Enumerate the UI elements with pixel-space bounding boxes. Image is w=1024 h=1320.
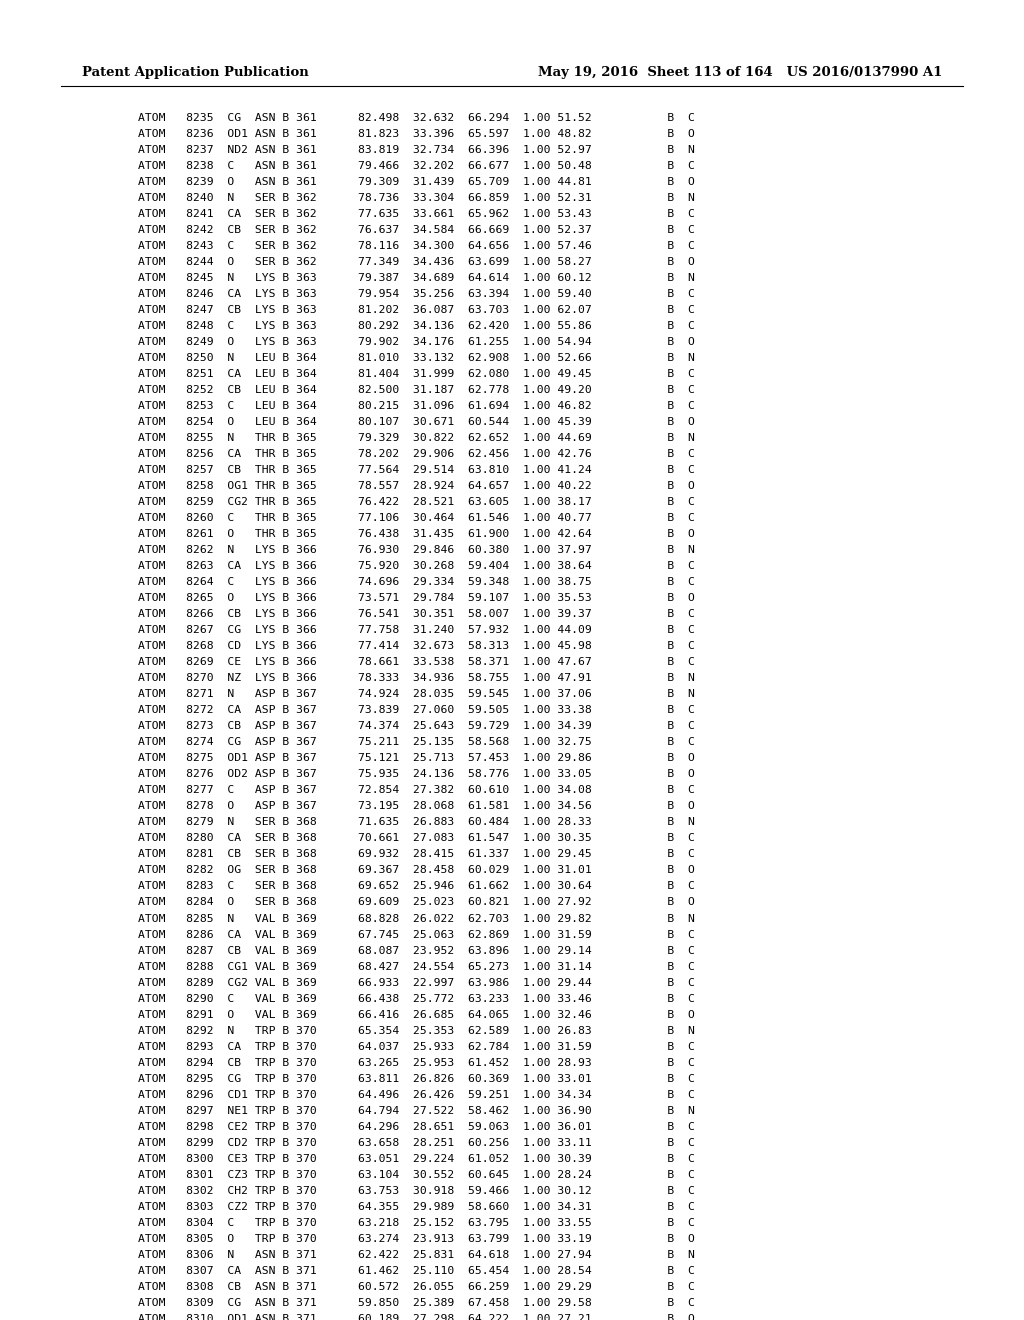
- Text: ATOM   8261  O   THR B 365      76.438  31.435  61.900  1.00 42.64           B  : ATOM 8261 O THR B 365 76.438 31.435 61.9…: [138, 529, 695, 539]
- Text: ATOM   8240  N   SER B 362      78.736  33.304  66.859  1.00 52.31           B  : ATOM 8240 N SER B 362 78.736 33.304 66.8…: [138, 193, 695, 203]
- Text: ATOM   8273  CB  ASP B 367      74.374  25.643  59.729  1.00 34.39           B  : ATOM 8273 CB ASP B 367 74.374 25.643 59.…: [138, 721, 695, 731]
- Text: ATOM   8303  CZ2 TRP B 370      64.355  29.989  58.660  1.00 34.31           B  : ATOM 8303 CZ2 TRP B 370 64.355 29.989 58…: [138, 1201, 695, 1212]
- Text: ATOM   8252  CB  LEU B 364      82.500  31.187  62.778  1.00 49.20           B  : ATOM 8252 CB LEU B 364 82.500 31.187 62.…: [138, 385, 695, 395]
- Text: ATOM   8269  CE  LYS B 366      78.661  33.538  58.371  1.00 47.67           B  : ATOM 8269 CE LYS B 366 78.661 33.538 58.…: [138, 657, 695, 668]
- Text: ATOM   8272  CA  ASP B 367      73.839  27.060  59.505  1.00 33.38           B  : ATOM 8272 CA ASP B 367 73.839 27.060 59.…: [138, 705, 695, 715]
- Text: ATOM   8280  CA  SER B 368      70.661  27.083  61.547  1.00 30.35           B  : ATOM 8280 CA SER B 368 70.661 27.083 61.…: [138, 833, 695, 843]
- Text: ATOM   8271  N   ASP B 367      74.924  28.035  59.545  1.00 37.06           B  : ATOM 8271 N ASP B 367 74.924 28.035 59.5…: [138, 689, 695, 700]
- Text: ATOM   8241  CA  SER B 362      77.635  33.661  65.962  1.00 53.43           B  : ATOM 8241 CA SER B 362 77.635 33.661 65.…: [138, 209, 695, 219]
- Text: ATOM   8295  CG  TRP B 370      63.811  26.826  60.369  1.00 33.01           B  : ATOM 8295 CG TRP B 370 63.811 26.826 60.…: [138, 1073, 695, 1084]
- Text: ATOM   8287  CB  VAL B 369      68.087  23.952  63.896  1.00 29.14           B  : ATOM 8287 CB VAL B 369 68.087 23.952 63.…: [138, 945, 695, 956]
- Text: ATOM   8285  N   VAL B 369      68.828  26.022  62.703  1.00 29.82           B  : ATOM 8285 N VAL B 369 68.828 26.022 62.7…: [138, 913, 695, 924]
- Text: ATOM   8239  O   ASN B 361      79.309  31.439  65.709  1.00 44.81           B  : ATOM 8239 O ASN B 361 79.309 31.439 65.7…: [138, 177, 695, 187]
- Text: ATOM   8296  CD1 TRP B 370      64.496  26.426  59.251  1.00 34.34           B  : ATOM 8296 CD1 TRP B 370 64.496 26.426 59…: [138, 1090, 695, 1100]
- Text: ATOM   8290  C   VAL B 369      66.438  25.772  63.233  1.00 33.46           B  : ATOM 8290 C VAL B 369 66.438 25.772 63.2…: [138, 994, 695, 1003]
- Text: ATOM   8259  CG2 THR B 365      76.422  28.521  63.605  1.00 38.17           B  : ATOM 8259 CG2 THR B 365 76.422 28.521 63…: [138, 498, 695, 507]
- Text: ATOM   8250  N   LEU B 364      81.010  33.132  62.908  1.00 52.66           B  : ATOM 8250 N LEU B 364 81.010 33.132 62.9…: [138, 352, 695, 363]
- Text: ATOM   8277  C   ASP B 367      72.854  27.382  60.610  1.00 34.08           B  : ATOM 8277 C ASP B 367 72.854 27.382 60.6…: [138, 785, 695, 796]
- Text: ATOM   8288  CG1 VAL B 369      68.427  24.554  65.273  1.00 31.14           B  : ATOM 8288 CG1 VAL B 369 68.427 24.554 65…: [138, 961, 695, 972]
- Text: ATOM   8309  CG  ASN B 371      59.850  25.389  67.458  1.00 29.58           B  : ATOM 8309 CG ASN B 371 59.850 25.389 67.…: [138, 1298, 695, 1308]
- Text: ATOM   8292  N   TRP B 370      65.354  25.353  62.589  1.00 26.83           B  : ATOM 8292 N TRP B 370 65.354 25.353 62.5…: [138, 1026, 695, 1036]
- Text: ATOM   8291  O   VAL B 369      66.416  26.685  64.065  1.00 32.46           B  : ATOM 8291 O VAL B 369 66.416 26.685 64.0…: [138, 1010, 695, 1019]
- Text: ATOM   8294  CB  TRP B 370      63.265  25.953  61.452  1.00 28.93           B  : ATOM 8294 CB TRP B 370 63.265 25.953 61.…: [138, 1057, 695, 1068]
- Text: ATOM   8242  CB  SER B 362      76.637  34.584  66.669  1.00 52.37           B  : ATOM 8242 CB SER B 362 76.637 34.584 66.…: [138, 224, 695, 235]
- Text: ATOM   8267  CG  LYS B 366      77.758  31.240  57.932  1.00 44.09           B  : ATOM 8267 CG LYS B 366 77.758 31.240 57.…: [138, 626, 695, 635]
- Text: ATOM   8256  CA  THR B 365      78.202  29.906  62.456  1.00 42.76           B  : ATOM 8256 CA THR B 365 78.202 29.906 62.…: [138, 449, 695, 459]
- Text: ATOM   8304  C   TRP B 370      63.218  25.152  63.795  1.00 33.55           B  : ATOM 8304 C TRP B 370 63.218 25.152 63.7…: [138, 1218, 695, 1228]
- Text: ATOM   8293  CA  TRP B 370      64.037  25.933  62.784  1.00 31.59           B  : ATOM 8293 CA TRP B 370 64.037 25.933 62.…: [138, 1041, 695, 1052]
- Text: ATOM   8236  OD1 ASN B 361      81.823  33.396  65.597  1.00 48.82           B  : ATOM 8236 OD1 ASN B 361 81.823 33.396 65…: [138, 129, 695, 139]
- Text: ATOM   8278  O   ASP B 367      73.195  28.068  61.581  1.00 34.56           B  : ATOM 8278 O ASP B 367 73.195 28.068 61.5…: [138, 801, 695, 812]
- Text: ATOM   8249  O   LYS B 363      79.902  34.176  61.255  1.00 54.94           B  : ATOM 8249 O LYS B 363 79.902 34.176 61.2…: [138, 337, 695, 347]
- Text: ATOM   8254  O   LEU B 364      80.107  30.671  60.544  1.00 45.39           B  : ATOM 8254 O LEU B 364 80.107 30.671 60.5…: [138, 417, 695, 428]
- Text: ATOM   8264  C   LYS B 366      74.696  29.334  59.348  1.00 38.75           B  : ATOM 8264 C LYS B 366 74.696 29.334 59.3…: [138, 577, 695, 587]
- Text: ATOM   8265  O   LYS B 366      73.571  29.784  59.107  1.00 35.53           B  : ATOM 8265 O LYS B 366 73.571 29.784 59.1…: [138, 593, 695, 603]
- Text: ATOM   8238  C   ASN B 361      79.466  32.202  66.677  1.00 50.48           B  : ATOM 8238 C ASN B 361 79.466 32.202 66.6…: [138, 161, 695, 170]
- Text: ATOM   8274  CG  ASP B 367      75.211  25.135  58.568  1.00 32.75           B  : ATOM 8274 CG ASP B 367 75.211 25.135 58.…: [138, 738, 695, 747]
- Text: ATOM   8306  N   ASN B 371      62.422  25.831  64.618  1.00 27.94           B  : ATOM 8306 N ASN B 371 62.422 25.831 64.6…: [138, 1250, 695, 1259]
- Text: ATOM   8305  O   TRP B 370      63.274  23.913  63.799  1.00 33.19           B  : ATOM 8305 O TRP B 370 63.274 23.913 63.7…: [138, 1234, 695, 1243]
- Text: ATOM   8308  CB  ASN B 371      60.572  26.055  66.259  1.00 29.29           B  : ATOM 8308 CB ASN B 371 60.572 26.055 66.…: [138, 1282, 695, 1292]
- Text: ATOM   8276  OD2 ASP B 367      75.935  24.136  58.776  1.00 33.05           B  : ATOM 8276 OD2 ASP B 367 75.935 24.136 58…: [138, 770, 695, 779]
- Text: ATOM   8282  OG  SER B 368      69.367  28.458  60.029  1.00 31.01           B  : ATOM 8282 OG SER B 368 69.367 28.458 60.…: [138, 866, 695, 875]
- Text: ATOM   8279  N   SER B 368      71.635  26.883  60.484  1.00 28.33           B  : ATOM 8279 N SER B 368 71.635 26.883 60.4…: [138, 817, 695, 828]
- Text: ATOM   8235  CG  ASN B 361      82.498  32.632  66.294  1.00 51.52           B  : ATOM 8235 CG ASN B 361 82.498 32.632 66.…: [138, 112, 695, 123]
- Text: ATOM   8245  N   LYS B 363      79.387  34.689  64.614  1.00 60.12           B  : ATOM 8245 N LYS B 363 79.387 34.689 64.6…: [138, 273, 695, 282]
- Text: ATOM   8255  N   THR B 365      79.329  30.822  62.652  1.00 44.69           B  : ATOM 8255 N THR B 365 79.329 30.822 62.6…: [138, 433, 695, 444]
- Text: ATOM   8266  CB  LYS B 366      76.541  30.351  58.007  1.00 39.37           B  : ATOM 8266 CB LYS B 366 76.541 30.351 58.…: [138, 610, 695, 619]
- Text: ATOM   8297  NE1 TRP B 370      64.794  27.522  58.462  1.00 36.90           B  : ATOM 8297 NE1 TRP B 370 64.794 27.522 58…: [138, 1106, 695, 1115]
- Text: ATOM   8307  CA  ASN B 371      61.462  25.110  65.454  1.00 28.54           B  : ATOM 8307 CA ASN B 371 61.462 25.110 65.…: [138, 1266, 695, 1276]
- Text: ATOM   8260  C   THR B 365      77.106  30.464  61.546  1.00 40.77           B  : ATOM 8260 C THR B 365 77.106 30.464 61.5…: [138, 513, 695, 523]
- Text: ATOM   8300  CE3 TRP B 370      63.051  29.224  61.052  1.00 30.39           B  : ATOM 8300 CE3 TRP B 370 63.051 29.224 61…: [138, 1154, 695, 1164]
- Text: ATOM   8253  C   LEU B 364      80.215  31.096  61.694  1.00 46.82           B  : ATOM 8253 C LEU B 364 80.215 31.096 61.6…: [138, 401, 695, 411]
- Text: ATOM   8283  C   SER B 368      69.652  25.946  61.662  1.00 30.64           B  : ATOM 8283 C SER B 368 69.652 25.946 61.6…: [138, 882, 695, 891]
- Text: ATOM   8257  CB  THR B 365      77.564  29.514  63.810  1.00 41.24           B  : ATOM 8257 CB THR B 365 77.564 29.514 63.…: [138, 465, 695, 475]
- Text: Patent Application Publication: Patent Application Publication: [82, 66, 308, 79]
- Text: ATOM   8284  O   SER B 368      69.609  25.023  60.821  1.00 27.92           B  : ATOM 8284 O SER B 368 69.609 25.023 60.8…: [138, 898, 695, 907]
- Text: ATOM   8246  CA  LYS B 363      79.954  35.256  63.394  1.00 59.40           B  : ATOM 8246 CA LYS B 363 79.954 35.256 63.…: [138, 289, 695, 298]
- Text: ATOM   8244  O   SER B 362      77.349  34.436  63.699  1.00 58.27           B  : ATOM 8244 O SER B 362 77.349 34.436 63.6…: [138, 257, 695, 267]
- Text: ATOM   8270  NZ  LYS B 366      78.333  34.936  58.755  1.00 47.91           B  : ATOM 8270 NZ LYS B 366 78.333 34.936 58.…: [138, 673, 695, 684]
- Text: ATOM   8247  CB  LYS B 363      81.202  36.087  63.703  1.00 62.07           B  : ATOM 8247 CB LYS B 363 81.202 36.087 63.…: [138, 305, 695, 315]
- Text: ATOM   8243  C   SER B 362      78.116  34.300  64.656  1.00 57.46           B  : ATOM 8243 C SER B 362 78.116 34.300 64.6…: [138, 240, 695, 251]
- Text: ATOM   8263  CA  LYS B 366      75.920  30.268  59.404  1.00 38.64           B  : ATOM 8263 CA LYS B 366 75.920 30.268 59.…: [138, 561, 695, 572]
- Text: ATOM   8299  CD2 TRP B 370      63.658  28.251  60.256  1.00 33.11           B  : ATOM 8299 CD2 TRP B 370 63.658 28.251 60…: [138, 1138, 695, 1147]
- Text: ATOM   8275  OD1 ASP B 367      75.121  25.713  57.453  1.00 29.86           B  : ATOM 8275 OD1 ASP B 367 75.121 25.713 57…: [138, 754, 695, 763]
- Text: ATOM   8248  C   LYS B 363      80.292  34.136  62.420  1.00 55.86           B  : ATOM 8248 C LYS B 363 80.292 34.136 62.4…: [138, 321, 695, 331]
- Text: ATOM   8302  CH2 TRP B 370      63.753  30.918  59.466  1.00 30.12           B  : ATOM 8302 CH2 TRP B 370 63.753 30.918 59…: [138, 1185, 695, 1196]
- Text: ATOM   8251  CA  LEU B 364      81.404  31.999  62.080  1.00 49.45           B  : ATOM 8251 CA LEU B 364 81.404 31.999 62.…: [138, 370, 695, 379]
- Text: ATOM   8301  CZ3 TRP B 370      63.104  30.552  60.645  1.00 28.24           B  : ATOM 8301 CZ3 TRP B 370 63.104 30.552 60…: [138, 1170, 695, 1180]
- Text: ATOM   8237  ND2 ASN B 361      83.819  32.734  66.396  1.00 52.97           B  : ATOM 8237 ND2 ASN B 361 83.819 32.734 66…: [138, 145, 695, 154]
- Text: ATOM   8281  CB  SER B 368      69.932  28.415  61.337  1.00 29.45           B  : ATOM 8281 CB SER B 368 69.932 28.415 61.…: [138, 850, 695, 859]
- Text: ATOM   8286  CA  VAL B 369      67.745  25.063  62.869  1.00 31.59           B  : ATOM 8286 CA VAL B 369 67.745 25.063 62.…: [138, 929, 695, 940]
- Text: May 19, 2016  Sheet 113 of 164   US 2016/0137990 A1: May 19, 2016 Sheet 113 of 164 US 2016/01…: [538, 66, 942, 79]
- Text: ATOM   8298  CE2 TRP B 370      64.296  28.651  59.063  1.00 36.01           B  : ATOM 8298 CE2 TRP B 370 64.296 28.651 59…: [138, 1122, 695, 1131]
- Text: ATOM   8262  N   LYS B 366      76.930  29.846  60.380  1.00 37.97           B  : ATOM 8262 N LYS B 366 76.930 29.846 60.3…: [138, 545, 695, 556]
- Text: ATOM   8289  CG2 VAL B 369      66.933  22.997  63.986  1.00 29.44           B  : ATOM 8289 CG2 VAL B 369 66.933 22.997 63…: [138, 978, 695, 987]
- Text: ATOM   8310  OD1 ASN B 371      60.189  27.298  64.222  1.00 27.21           B  : ATOM 8310 OD1 ASN B 371 60.189 27.298 64…: [138, 1313, 695, 1320]
- Text: ATOM   8258  OG1 THR B 365      78.557  28.924  64.657  1.00 40.22           B  : ATOM 8258 OG1 THR B 365 78.557 28.924 64…: [138, 480, 695, 491]
- Text: ATOM   8268  CD  LYS B 366      77.414  32.673  58.313  1.00 45.98           B  : ATOM 8268 CD LYS B 366 77.414 32.673 58.…: [138, 642, 695, 651]
